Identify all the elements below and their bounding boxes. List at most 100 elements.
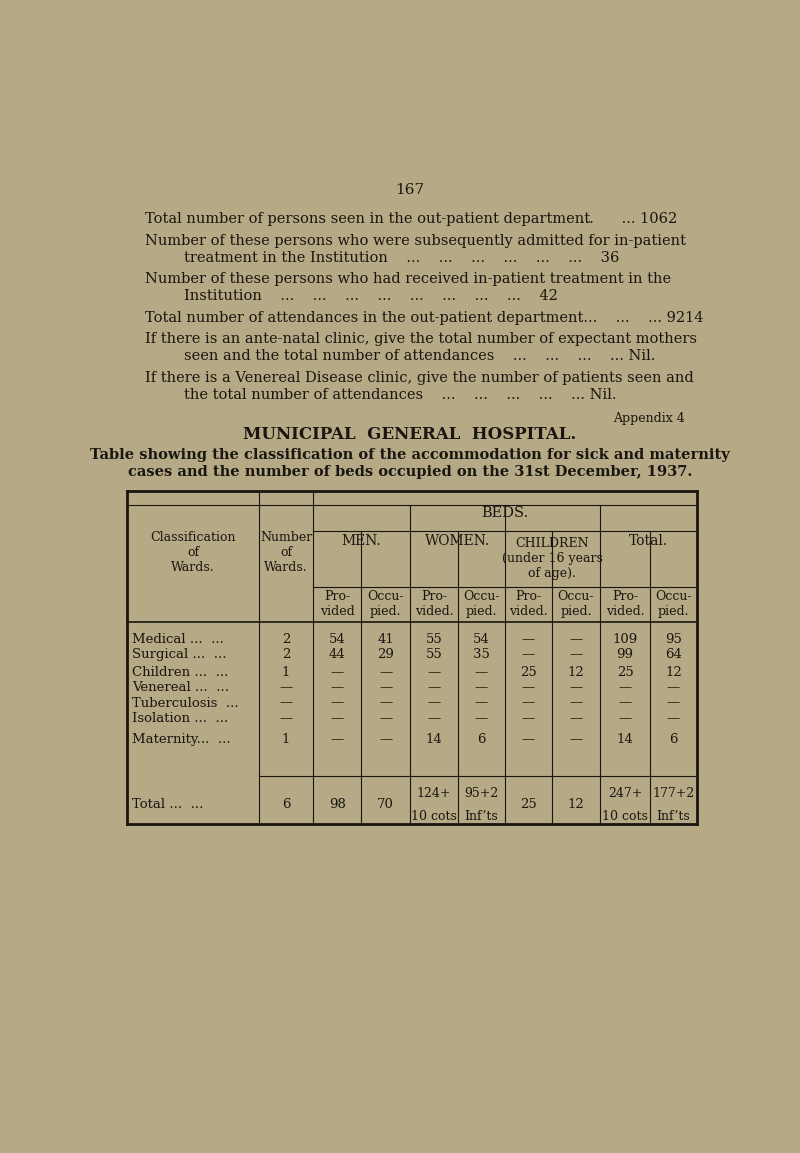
Text: 6: 6 (477, 733, 486, 746)
Text: Occu-
pied.: Occu- pied. (367, 589, 404, 618)
Text: 10 cots: 10 cots (602, 809, 648, 823)
Text: 55: 55 (426, 633, 442, 646)
Text: —: — (570, 681, 582, 694)
Text: 6: 6 (670, 733, 678, 746)
Text: 109: 109 (613, 633, 638, 646)
Text: —: — (474, 665, 488, 679)
Text: —: — (279, 696, 293, 709)
Text: Total number of attendances in the out-patient department...    ...    ... 9214: Total number of attendances in the out-p… (145, 310, 703, 325)
Text: Occu-
pied.: Occu- pied. (558, 589, 594, 618)
Text: Number
of
Wards.: Number of Wards. (260, 532, 312, 574)
Text: —: — (618, 681, 632, 694)
Text: 124+: 124+ (417, 786, 451, 800)
Text: 25: 25 (520, 665, 537, 679)
Text: Surgical ...  ...: Surgical ... ... (132, 648, 226, 661)
Text: —: — (330, 696, 344, 709)
Text: 44: 44 (329, 648, 346, 661)
Text: —: — (427, 696, 441, 709)
Text: Total ...  ...: Total ... ... (132, 798, 203, 812)
Text: 99: 99 (617, 648, 634, 661)
Text: Medical ...  ...: Medical ... ... (132, 633, 224, 646)
Text: 54: 54 (329, 633, 346, 646)
Text: 64: 64 (665, 648, 682, 661)
Text: —: — (279, 713, 293, 725)
Text: —: — (522, 696, 535, 709)
Text: Pro-
vided.: Pro- vided. (509, 589, 547, 618)
Text: 2: 2 (282, 633, 290, 646)
Text: —: — (618, 696, 632, 709)
Text: —: — (522, 648, 535, 661)
Text: 167: 167 (395, 183, 425, 197)
Text: If there is an ante-natal clinic, give the total number of expectant mothers: If there is an ante-natal clinic, give t… (145, 332, 697, 346)
Text: —: — (330, 665, 344, 679)
Text: ...      ... 1062: ... ... 1062 (581, 212, 678, 226)
Text: MUNICIPAL  GENERAL  HOSPITAL.: MUNICIPAL GENERAL HOSPITAL. (243, 425, 577, 443)
Text: Total number of persons seen in the out-patient department: Total number of persons seen in the out-… (145, 212, 590, 226)
Text: treatment in the Institution    ...    ...    ...    ...    ...    ...    36: treatment in the Institution ... ... ...… (184, 250, 619, 264)
Text: —: — (570, 733, 582, 746)
Text: —: — (330, 681, 344, 694)
Text: —: — (279, 681, 293, 694)
Text: Number of these persons who were subsequently admitted for in-patient: Number of these persons who were subsequ… (145, 234, 686, 248)
Text: the total number of attendances    ...    ...    ...    ...    ... Nil.: the total number of attendances ... ... … (184, 387, 616, 401)
Text: —: — (474, 696, 488, 709)
Text: Institution    ...    ...    ...    ...    ...    ...    ...    ...    42: Institution ... ... ... ... ... ... ... … (184, 289, 558, 303)
Text: —: — (379, 681, 392, 694)
Text: —: — (427, 713, 441, 725)
Text: —: — (667, 681, 680, 694)
Text: 12: 12 (567, 798, 584, 812)
Text: Table showing the classification of the accommodation for sick and maternity: Table showing the classification of the … (90, 447, 730, 461)
Text: cases and the number of beds occupied on the 31st December, 1937.: cases and the number of beds occupied on… (128, 465, 692, 478)
Text: Classification
of
Wards.: Classification of Wards. (150, 532, 236, 574)
Text: 95: 95 (665, 633, 682, 646)
Text: 2: 2 (282, 648, 290, 661)
Text: WOMEN.: WOMEN. (425, 534, 490, 548)
Text: —: — (570, 696, 582, 709)
Text: —: — (618, 713, 632, 725)
Text: 1: 1 (282, 665, 290, 679)
Text: 14: 14 (617, 733, 634, 746)
Text: Inf’ts: Inf’ts (657, 809, 690, 823)
Text: —: — (330, 733, 344, 746)
Text: CHILDREN
(under 16 years
of age).: CHILDREN (under 16 years of age). (502, 537, 602, 580)
Text: —: — (570, 648, 582, 661)
Text: —: — (379, 713, 392, 725)
Text: 25: 25 (617, 665, 634, 679)
Text: 12: 12 (665, 665, 682, 679)
Text: 12: 12 (567, 665, 584, 679)
Text: 10 cots: 10 cots (411, 809, 457, 823)
Text: seen and the total number of attendances    ...    ...    ...    ... Nil.: seen and the total number of attendances… (184, 349, 655, 363)
Text: —: — (474, 681, 488, 694)
Text: 29: 29 (377, 648, 394, 661)
Text: —: — (427, 665, 441, 679)
Text: —: — (570, 713, 582, 725)
Text: 70: 70 (377, 798, 394, 812)
Text: Occu-
pied.: Occu- pied. (655, 589, 692, 618)
Text: 95+2: 95+2 (464, 786, 498, 800)
Text: —: — (379, 665, 392, 679)
Text: 6: 6 (282, 798, 290, 812)
Text: Number of these persons who had received in-patient treatment in the: Number of these persons who had received… (145, 272, 671, 286)
Text: Isolation ...  ...: Isolation ... ... (132, 713, 228, 725)
Text: —: — (474, 713, 488, 725)
Text: —: — (379, 696, 392, 709)
Text: Children ...  ...: Children ... ... (132, 665, 228, 679)
Text: 25: 25 (520, 798, 537, 812)
Text: —: — (522, 733, 535, 746)
Text: —: — (522, 713, 535, 725)
Text: MEN.: MEN. (342, 534, 382, 548)
Text: —: — (330, 713, 344, 725)
Text: Venereal ...  ...: Venereal ... ... (132, 681, 229, 694)
Text: Occu-
pied.: Occu- pied. (463, 589, 499, 618)
Text: Pro-
vided.: Pro- vided. (606, 589, 644, 618)
Text: —: — (570, 633, 582, 646)
Text: —: — (522, 681, 535, 694)
Text: If there is a Venereal Disease clinic, give the number of patients seen and: If there is a Venereal Disease clinic, g… (145, 370, 694, 385)
Text: 54: 54 (473, 633, 490, 646)
Text: —: — (667, 696, 680, 709)
Text: —: — (667, 713, 680, 725)
Text: 1: 1 (282, 733, 290, 746)
Text: Maternity...  ...: Maternity... ... (132, 733, 230, 746)
Text: —: — (427, 681, 441, 694)
Text: Tuberculosis  ...: Tuberculosis ... (132, 696, 238, 709)
